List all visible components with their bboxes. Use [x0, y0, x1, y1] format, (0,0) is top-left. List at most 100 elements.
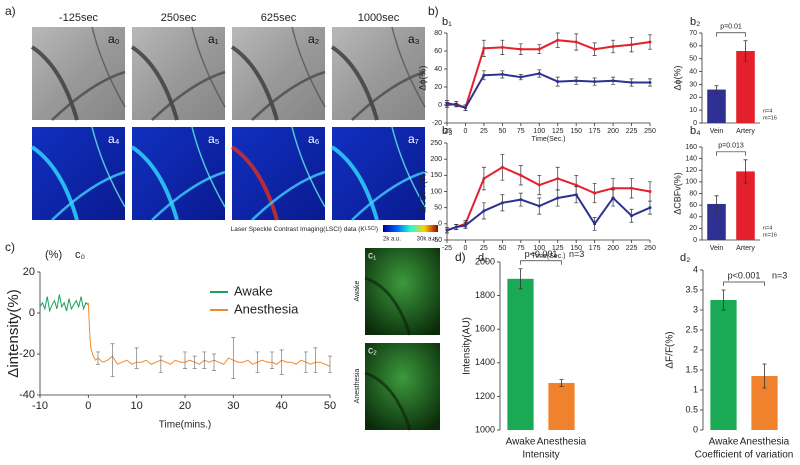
point	[482, 73, 486, 77]
image-label: c₁	[368, 251, 377, 262]
y-axis-label: ΔF/F(%)	[665, 331, 676, 368]
x-tick-label: -10	[32, 400, 48, 412]
vessel	[251, 170, 326, 221]
time-label: 1000sec	[358, 12, 400, 24]
x-tick-label: 150	[570, 245, 582, 252]
point	[574, 79, 578, 83]
y-tick-label: 1400	[475, 357, 495, 367]
error-bar	[110, 343, 115, 377]
image	[132, 27, 225, 120]
colorbar-max: 30k a.u.	[417, 237, 439, 243]
bar	[507, 278, 534, 430]
y-tick-label: 100	[685, 179, 697, 186]
panel-letter: d)	[455, 250, 466, 264]
colorbar-min: 2k a.u.	[383, 237, 401, 243]
vessel	[230, 45, 279, 121]
error-bar	[158, 355, 163, 373]
point	[482, 209, 486, 213]
error-bar	[518, 268, 523, 290]
y-tick-label: 50	[689, 56, 697, 63]
image-label: a₀	[108, 32, 120, 46]
unit-label: (%)	[45, 249, 62, 261]
colorbar	[383, 225, 438, 232]
point	[630, 214, 634, 218]
significance-bracket	[716, 32, 746, 37]
y-axis-label: Intensity(AU)	[462, 317, 473, 375]
vessel	[191, 26, 226, 108]
x-tick-label: 10	[131, 400, 143, 412]
y-tick-label: 200	[430, 156, 442, 163]
point	[648, 206, 652, 210]
x-tick-label: Vein	[710, 245, 724, 252]
significance-bracket	[716, 151, 746, 156]
image-label: a₂	[308, 32, 320, 46]
x-tick-label: Anesthesia	[740, 437, 790, 448]
colorbar-caption: Laser Speckle Contrast Imaging(LSCI) dat…	[231, 226, 378, 233]
x-tick-label: 20	[179, 400, 191, 412]
x-tick-label: 0	[85, 400, 91, 412]
legend-label: Anesthesia	[234, 301, 299, 316]
panel-label: b₂	[690, 16, 700, 28]
bar	[707, 89, 726, 123]
point	[537, 183, 541, 187]
x-tick-label: Vein	[710, 128, 724, 135]
image-label: a₅	[208, 132, 220, 146]
x-axis-label: Coefficient of variation	[695, 450, 794, 461]
point	[611, 45, 615, 48]
y-tick-label: 0	[693, 424, 698, 434]
image-label: a₃	[408, 32, 420, 46]
x-tick-label: 50	[498, 245, 506, 252]
y-axis-label: Δϕ(%)	[672, 65, 682, 90]
vessel	[364, 371, 412, 431]
y-tick-label: 250	[430, 140, 442, 147]
y-tick-label: 2.5	[685, 324, 698, 334]
point	[537, 47, 541, 51]
panel-letter: b)	[428, 4, 439, 18]
vessel	[351, 170, 426, 221]
y-tick-label: 20	[689, 94, 697, 101]
bar	[736, 171, 755, 240]
x-tick-label: 100	[533, 245, 545, 252]
point	[537, 72, 541, 75]
series-line	[446, 72, 650, 109]
vessel	[330, 145, 379, 221]
p-value: p=0.013	[718, 143, 744, 150]
y-tick-label: 0	[438, 102, 442, 109]
point	[482, 177, 486, 181]
point	[630, 186, 634, 190]
y-tick-label: 4	[693, 264, 698, 274]
y-tick-label: 60	[689, 202, 697, 209]
image	[332, 27, 425, 120]
y-tick-label: 0	[438, 221, 442, 228]
x-tick-label: 40	[276, 400, 288, 412]
point	[574, 193, 578, 197]
vessel	[51, 170, 126, 221]
point	[556, 177, 560, 181]
y-tick-label: 10	[689, 107, 697, 114]
y-tick-label: 70	[689, 30, 697, 37]
image	[332, 127, 425, 220]
x-tick-label: Awake	[506, 437, 536, 448]
point	[445, 228, 449, 232]
series-line	[446, 166, 651, 232]
y-tick-label: 1600	[475, 324, 495, 334]
point	[648, 81, 652, 84]
x-tick-label: 200	[607, 245, 619, 252]
vessel	[251, 70, 326, 121]
point	[648, 40, 652, 44]
point	[556, 38, 560, 42]
y-tick-label: 2000	[475, 256, 495, 266]
panel-letter: c)	[5, 240, 15, 254]
p-value: p=0.01	[720, 24, 742, 31]
vessel	[351, 70, 426, 121]
significance-bracket	[723, 281, 765, 286]
x-tick-label: 125	[552, 128, 564, 135]
note: n=4	[763, 108, 772, 114]
series-line	[87, 302, 331, 367]
point	[537, 204, 541, 208]
y-tick-label: 20	[23, 266, 35, 278]
caption-part: LSCI	[365, 226, 376, 232]
point	[611, 196, 615, 200]
significance-bracket	[520, 260, 562, 265]
series-line	[39, 294, 89, 313]
